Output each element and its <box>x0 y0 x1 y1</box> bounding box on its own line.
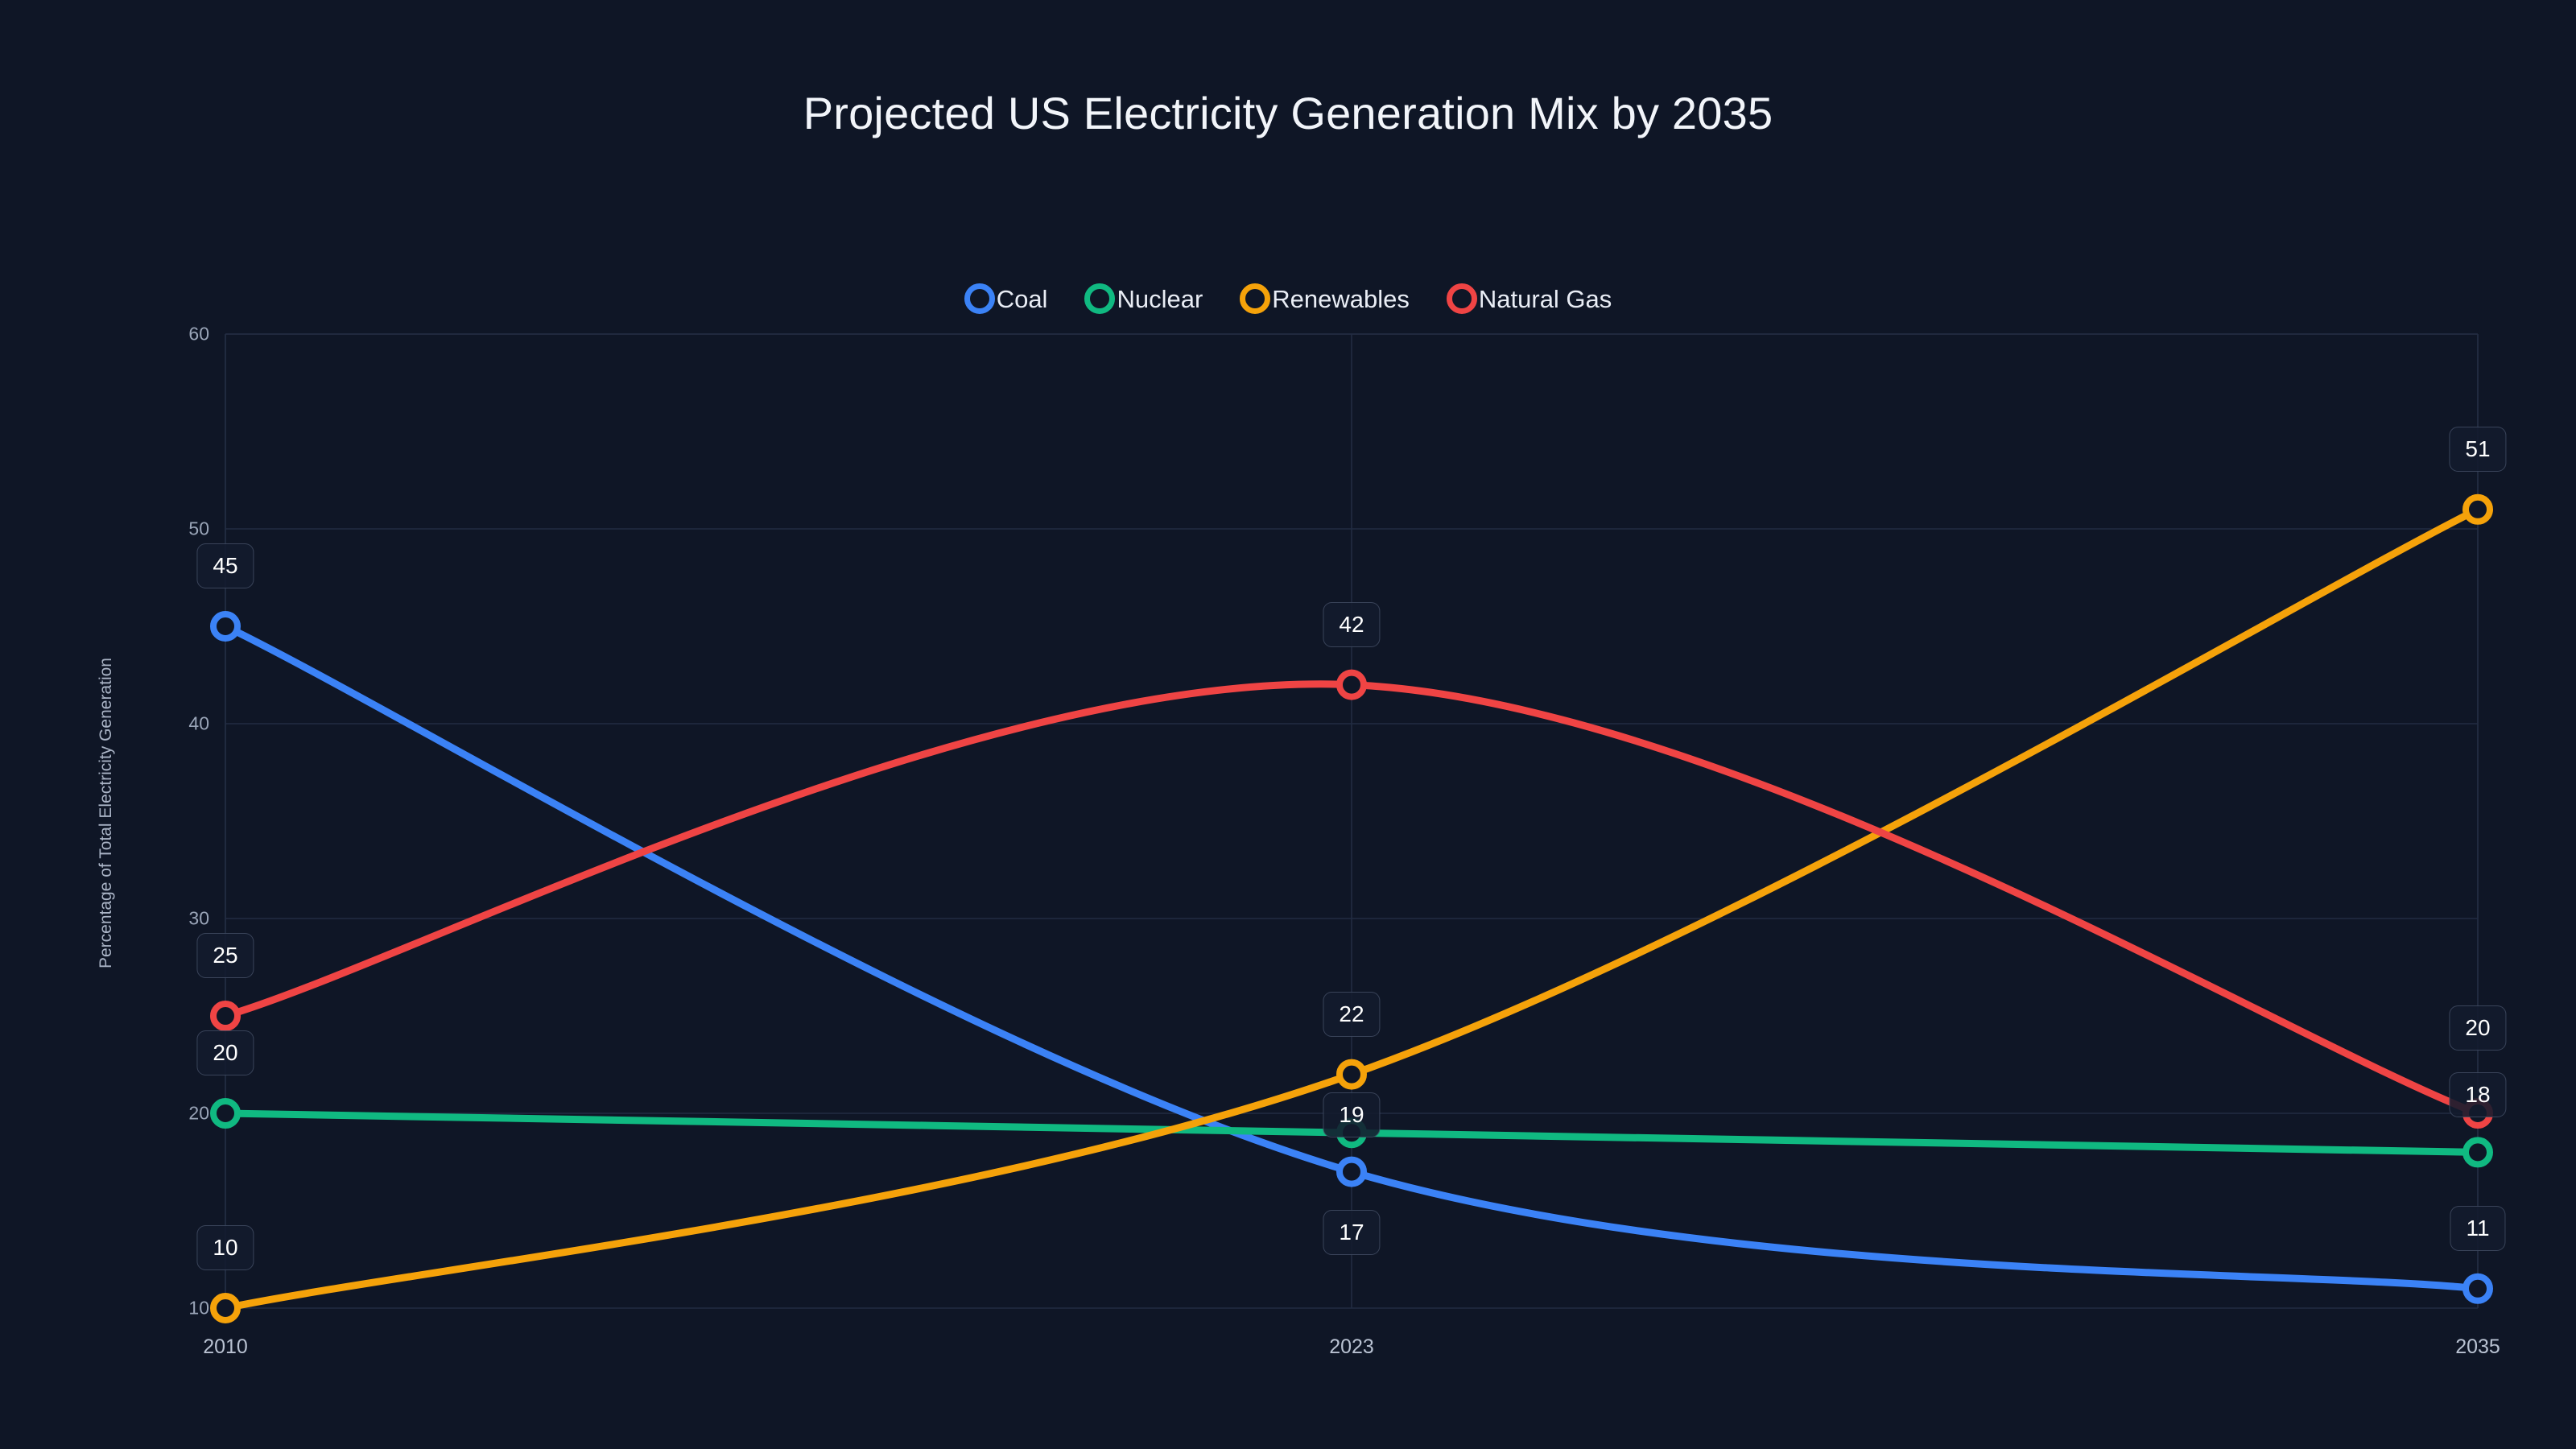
data-label: 20 <box>2449 1005 2507 1051</box>
data-point-marker[interactable] <box>2462 1273 2493 1304</box>
legend-item-natural-gas[interactable]: Natural Gas <box>1446 283 1612 314</box>
data-point-marker[interactable] <box>1336 1156 1367 1187</box>
chart-legend: Coal Nuclear Renewables Natural Gas <box>0 283 2576 314</box>
y-axis-tick-label: 50 <box>188 518 209 539</box>
data-label: 19 <box>1323 1092 1381 1138</box>
legend-item-label: Natural Gas <box>1478 284 1612 313</box>
data-point-marker[interactable] <box>1336 669 1367 700</box>
y-axis-tick-label: 20 <box>188 1102 209 1124</box>
circle-outline-icon <box>1084 283 1116 314</box>
data-point-marker[interactable] <box>210 1293 241 1323</box>
legend-item-renewables[interactable]: Renewables <box>1240 283 1410 314</box>
data-point-marker[interactable] <box>210 611 241 642</box>
data-point-marker[interactable] <box>2462 1137 2493 1168</box>
y-axis-tick-label: 10 <box>188 1297 209 1319</box>
circle-outline-icon <box>964 283 995 314</box>
x-axis-tick-label: 2023 <box>1329 1335 1374 1358</box>
legend-item-label: Nuclear <box>1117 284 1203 313</box>
data-label: 20 <box>196 1030 254 1075</box>
data-label: 25 <box>196 933 254 978</box>
x-axis-tick-label: 2035 <box>2455 1335 2500 1358</box>
data-point-marker[interactable] <box>210 1098 241 1129</box>
data-point-marker[interactable] <box>1336 1059 1367 1090</box>
data-label: 22 <box>1323 991 1381 1037</box>
data-label: 11 <box>2450 1205 2506 1251</box>
legend-item-nuclear[interactable]: Nuclear <box>1084 283 1203 314</box>
y-axis-tick-label: 60 <box>188 323 209 345</box>
x-axis-tick-label: 2010 <box>203 1335 248 1358</box>
data-label: 51 <box>2449 426 2507 472</box>
circle-outline-icon <box>1240 283 1271 314</box>
data-label: 17 <box>1323 1209 1381 1255</box>
legend-item-coal[interactable]: Coal <box>964 283 1048 314</box>
data-label: 10 <box>196 1225 254 1270</box>
y-axis-tick-label: 40 <box>188 712 209 734</box>
y-axis-tick-label: 30 <box>188 907 209 929</box>
data-label: 42 <box>1323 601 1381 647</box>
legend-item-label: Renewables <box>1272 284 1410 313</box>
circle-outline-icon <box>1446 283 1477 314</box>
chart-title: Projected US Electricity Generation Mix … <box>803 88 1773 138</box>
data-point-marker[interactable] <box>2462 493 2493 525</box>
data-label: 45 <box>196 543 254 588</box>
data-label: 18 <box>2449 1072 2507 1118</box>
legend-item-label: Coal <box>996 284 1048 313</box>
data-point-marker[interactable] <box>210 1001 241 1031</box>
